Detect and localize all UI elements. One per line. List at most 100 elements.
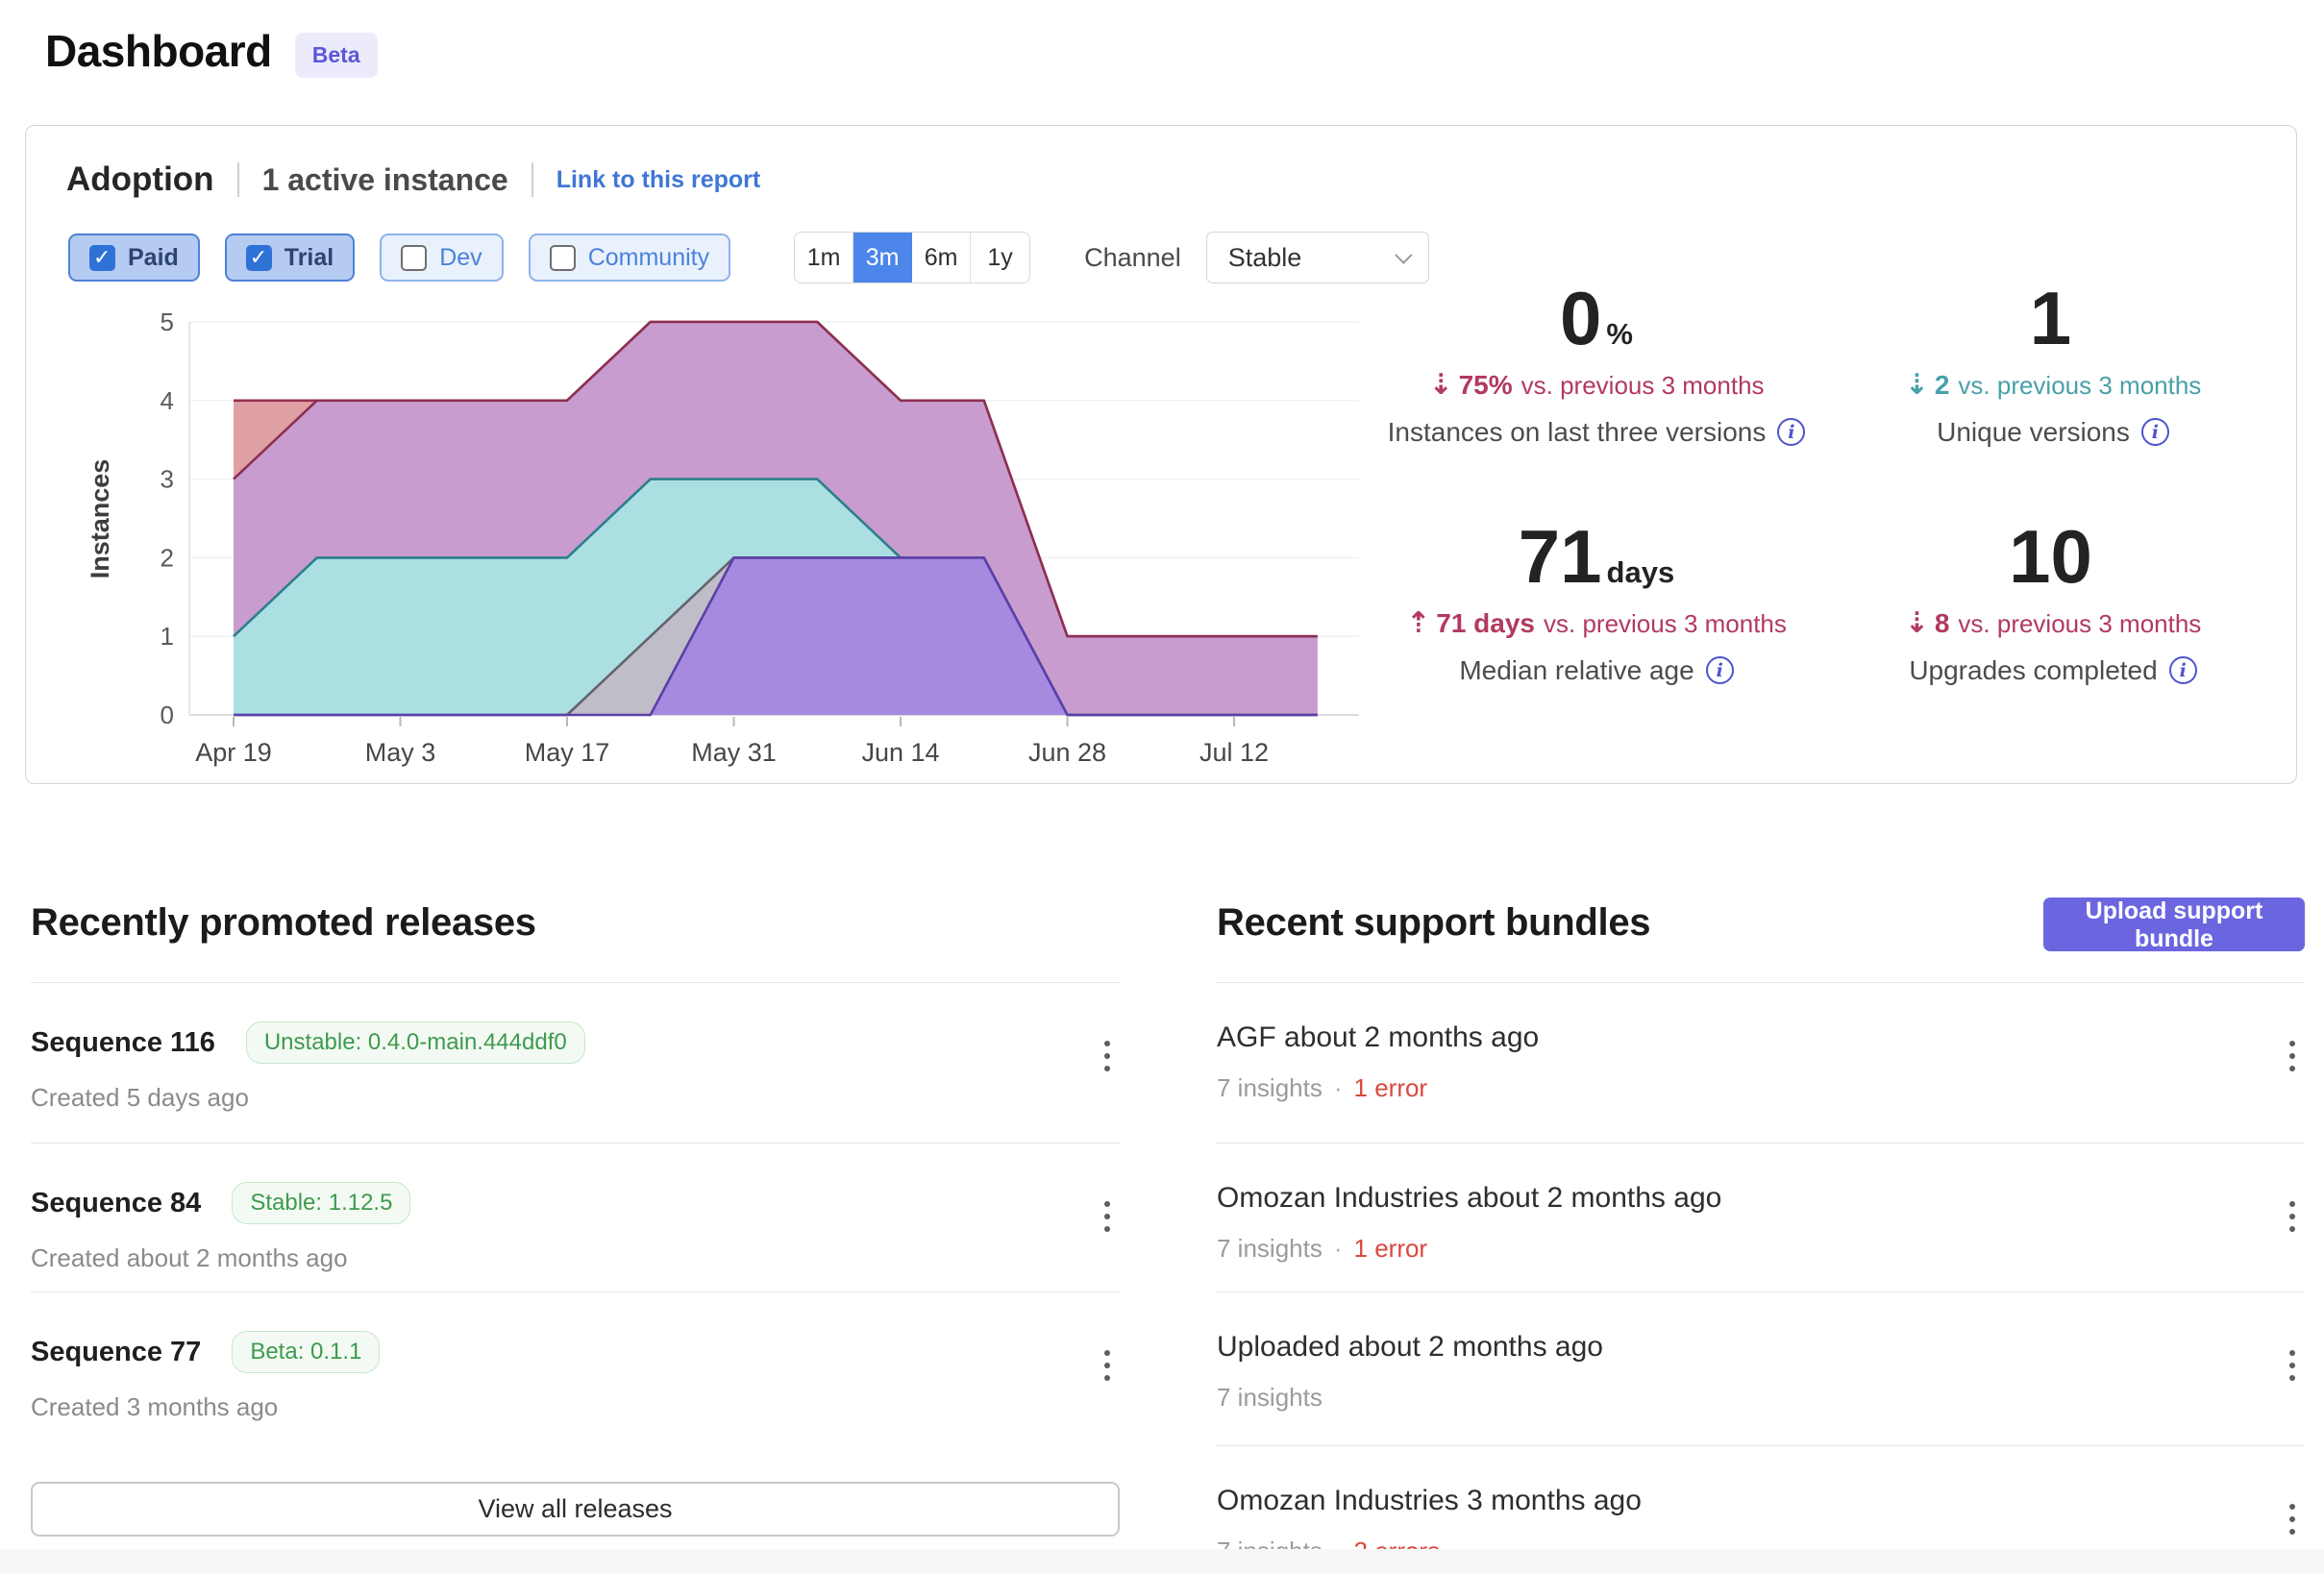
release-row: Sequence 77 Beta: 0.1.1 Created 3 months…	[31, 1291, 1120, 1445]
page-header: Dashboard Beta	[45, 25, 378, 78]
bundle-row: AGF about 2 months ago 7 insights · 1 erro…	[1217, 982, 2305, 1143]
range-1y[interactable]: 1y	[971, 233, 1030, 283]
svg-text:Instances: Instances	[86, 459, 114, 579]
bundle-row: Uploaded about 2 months ago 7 insights	[1217, 1291, 2305, 1445]
bundle-meta: 7 insights	[1217, 1383, 1323, 1412]
svg-text:2: 2	[161, 543, 174, 572]
kebab-menu-icon[interactable]	[1100, 1033, 1114, 1078]
info-icon[interactable]: i	[2140, 418, 2169, 447]
stat-median-relative-age: 71 days ⇡ 71 days vs. previous 3 months Med…	[1375, 514, 1817, 686]
svg-text:4: 4	[161, 386, 174, 415]
stat-instances-last-three-versions: 0% ⇣ 75% vs. previous 3 months Instances o…	[1375, 276, 1817, 448]
svg-text:May 17: May 17	[525, 738, 610, 767]
kebab-menu-icon[interactable]	[2286, 1193, 2299, 1239]
kebab-menu-icon[interactable]	[2286, 1342, 2299, 1388]
checkbox-checked-icon[interactable]	[245, 244, 272, 271]
range-6m[interactable]: 6m	[912, 233, 972, 283]
release-channel-badge: Stable: 1.12.5	[232, 1182, 411, 1224]
bundle-meta: 7 insights · 1 error	[1217, 1234, 1428, 1263]
bundle-meta: 7 insights · 1 error	[1217, 1073, 1428, 1102]
checkbox-unchecked-icon[interactable]	[401, 244, 428, 271]
release-created: Created 3 months ago	[31, 1392, 279, 1421]
svg-text:May 31: May 31	[691, 738, 777, 767]
stat-delta: ⇣ 2 vs. previous 3 months	[1904, 367, 2202, 402]
time-range-segmented-control: 1m 3m 6m 1y	[794, 232, 1031, 283]
info-icon[interactable]: i	[1705, 656, 1734, 685]
chevron-down-icon	[1394, 245, 1413, 264]
channel-selected-value: Stable	[1227, 242, 1302, 272]
svg-text:0: 0	[161, 701, 174, 729]
bundle-row: Omozan Industries about 2 months ago 7 i…	[1217, 1143, 2305, 1291]
vertical-divider	[531, 162, 533, 197]
releases-list: Sequence 116 Unstable: 0.4.0-main.444ddf…	[31, 982, 1120, 1445]
link-to-report[interactable]: Link to this report	[556, 165, 761, 193]
release-created: Created about 2 months ago	[31, 1243, 348, 1272]
svg-text:Jun 28: Jun 28	[1028, 738, 1106, 767]
svg-text:Jul 12: Jul 12	[1199, 738, 1269, 767]
svg-text:3: 3	[161, 465, 174, 494]
view-all-releases-button[interactable]: View all releases	[31, 1482, 1120, 1537]
release-sequence[interactable]: Sequence 116	[31, 1026, 215, 1058]
bundle-error-count: 1 error	[1353, 1234, 1428, 1263]
stat-upgrades-completed: 10 ⇣ 8 vs. previous 3 months Upgrades comp…	[1832, 514, 2274, 686]
filter-label: Paid	[128, 243, 179, 271]
bundle-title[interactable]: AGF about 2 months ago	[1217, 1021, 1540, 1053]
svg-text:1: 1	[161, 622, 174, 651]
stat-delta: ⇡ 71 days vs. previous 3 months	[1406, 605, 1787, 640]
checkbox-checked-icon[interactable]	[89, 244, 115, 271]
bundle-title[interactable]: Omozan Industries about 2 months ago	[1217, 1182, 1722, 1214]
kebab-menu-icon[interactable]	[2286, 1033, 2299, 1078]
releases-heading: Recently promoted releases	[31, 901, 536, 944]
info-icon[interactable]: i	[1777, 418, 1806, 447]
adoption-card-header: Adoption 1 active instance Link to this …	[66, 160, 760, 199]
trend-down-icon: ⇣	[1904, 367, 1929, 402]
svg-text:May 3: May 3	[365, 738, 436, 767]
bundles-heading: Recent support bundles	[1217, 901, 1651, 944]
release-created: Created 5 days ago	[31, 1083, 249, 1112]
svg-text:Jun 14: Jun 14	[861, 738, 939, 767]
channel-select[interactable]: Stable	[1205, 232, 1429, 283]
kebab-menu-icon[interactable]	[1100, 1342, 1114, 1388]
adoption-title: Adoption	[66, 160, 214, 198]
stat-caption: Instances on last three versions i	[1375, 417, 1817, 448]
release-row: Sequence 116 Unstable: 0.4.0-main.444ddf…	[31, 982, 1120, 1143]
kebab-menu-icon[interactable]	[1100, 1193, 1114, 1239]
vertical-divider	[236, 162, 239, 197]
filter-paid[interactable]: Paid	[68, 234, 200, 282]
instances-area-chart: 0 1 2 3 4 5 Apr 19 May 3 May 17 May 31 Jun 14 Jun 2…	[86, 307, 1359, 767]
release-sequence[interactable]: Sequence 84	[31, 1187, 202, 1218]
bundle-title[interactable]: Uploaded about 2 months ago	[1217, 1331, 1603, 1363]
filter-label: Dev	[439, 243, 482, 271]
adoption-card: Adoption 1 active instance Link to this …	[25, 125, 2297, 784]
active-instance-count: 1 active instance	[261, 161, 508, 197]
filter-dev[interactable]: Dev	[380, 234, 504, 282]
stat-value: 71 days	[1518, 514, 1675, 599]
info-icon[interactable]: i	[2168, 656, 2197, 685]
range-3m-active[interactable]: 3m	[853, 233, 913, 283]
trend-up-icon: ⇡	[1406, 605, 1431, 640]
checkbox-unchecked-icon[interactable]	[549, 244, 576, 271]
stat-value: 10	[2009, 514, 2092, 599]
release-sequence[interactable]: Sequence 77	[31, 1336, 202, 1367]
svg-text:Apr 19: Apr 19	[195, 738, 272, 767]
upload-support-bundle-button[interactable]: Upload support bundle	[2043, 898, 2305, 952]
stat-value: 0%	[1560, 276, 1633, 360]
filter-label: Community	[587, 243, 710, 271]
range-1m[interactable]: 1m	[795, 233, 854, 283]
release-row: Sequence 84 Stable: 1.12.5 Created about…	[31, 1143, 1120, 1291]
channel-label: Channel	[1084, 242, 1181, 272]
release-channel-badge: Unstable: 0.4.0-main.444ddf0	[245, 1021, 585, 1064]
beta-badge: Beta	[294, 33, 378, 78]
stat-caption: Upgrades completed i	[1832, 655, 2274, 686]
bundle-title[interactable]: Omozan Industries 3 months ago	[1217, 1485, 1642, 1516]
stat-caption: Unique versions i	[1832, 417, 2274, 448]
bundles-list: AGF about 2 months ago 7 insights · 1 erro…	[1217, 982, 2305, 1574]
stat-unique-versions: 1 ⇣ 2 vs. previous 3 months Unique version…	[1832, 276, 2274, 448]
kebab-menu-icon[interactable]	[2286, 1496, 2299, 1541]
page-bottom-strip	[0, 1549, 2324, 1574]
svg-text:5: 5	[161, 307, 174, 336]
release-channel-badge: Beta: 0.1.1	[232, 1331, 381, 1373]
filter-community[interactable]: Community	[528, 234, 731, 282]
filter-trial[interactable]: Trial	[224, 234, 356, 282]
stat-value: 1	[2029, 276, 2072, 360]
